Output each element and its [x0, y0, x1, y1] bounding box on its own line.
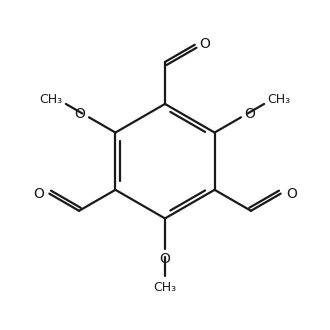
Text: O: O — [75, 108, 85, 121]
Text: O: O — [286, 187, 297, 201]
Text: O: O — [245, 108, 255, 121]
Text: O: O — [33, 187, 44, 201]
Text: CH₃: CH₃ — [268, 93, 291, 106]
Text: CH₃: CH₃ — [39, 93, 62, 106]
Text: O: O — [160, 251, 170, 266]
Text: CH₃: CH₃ — [153, 280, 177, 294]
Text: O: O — [199, 37, 210, 51]
